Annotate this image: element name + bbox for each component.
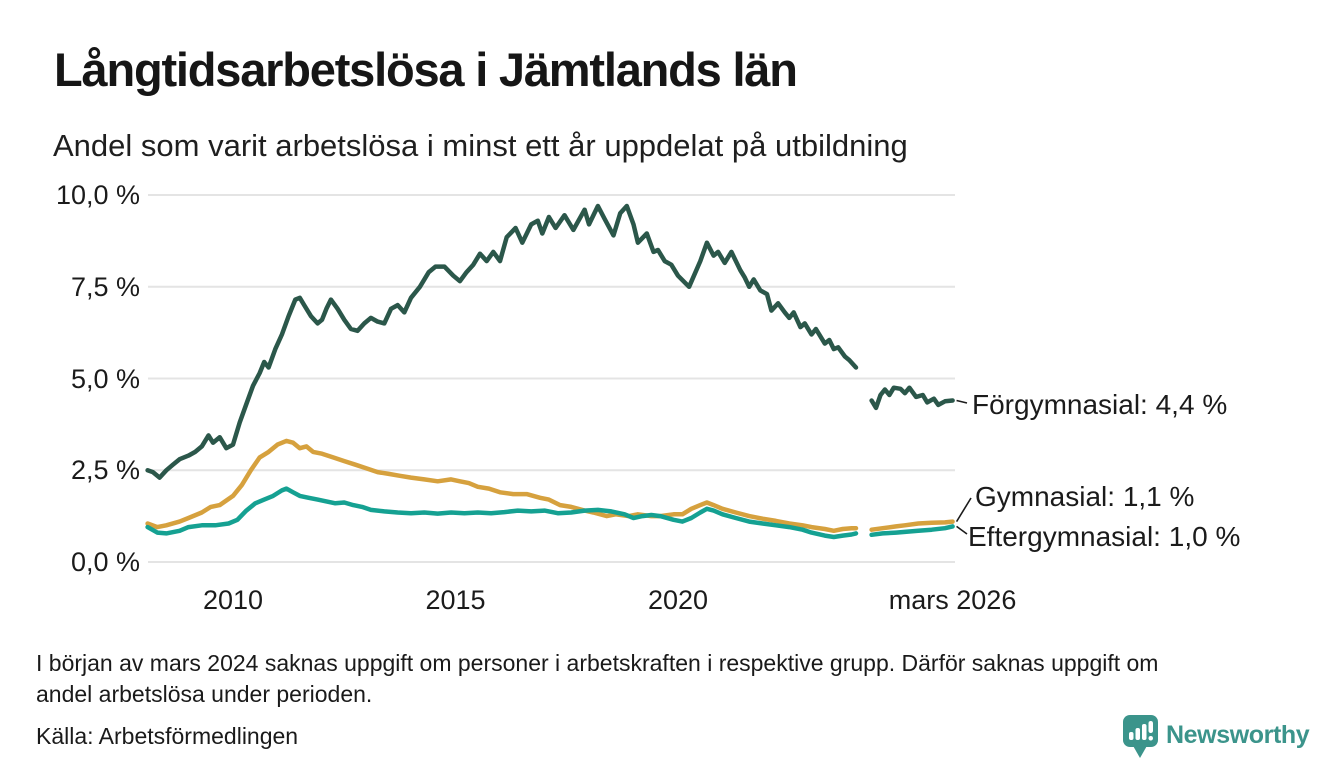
series-line-eftergymnasial [145, 486, 859, 540]
chart-title: Långtidsarbetslösa i Jämtlands län [54, 43, 798, 96]
y-axis-tick-label: 2,5 % [70, 455, 140, 486]
x-axis-tick-label: 2015 [425, 585, 486, 615]
y-axis-tick-label: 10,0 % [55, 180, 140, 210]
series-end-label-forgymnasial: Förgymnasial: 4,4 % [972, 389, 1228, 420]
y-axis-tick-label: 7,5 % [70, 271, 140, 302]
newsworthy-wordmark: Newsworthy [1166, 721, 1310, 749]
series-line-gymnasial [869, 519, 955, 532]
series-line-förgymnasial [145, 203, 859, 480]
label-connector [956, 525, 968, 535]
newsworthy-logo-icon [1123, 715, 1158, 758]
series-end-label-gymnasial: Gymnasial: 1,1 % [975, 481, 1195, 512]
x-axis-tick-label: 2020 [647, 585, 709, 615]
label-connector [956, 399, 968, 404]
y-axis-tick-label: 0,0 % [70, 547, 140, 577]
label-connector [955, 497, 972, 523]
y-axis-tick-label: 5,0 % [70, 363, 140, 394]
newsworthy-logo: Newsworthy [1122, 712, 1332, 764]
series-line-gymnasial [145, 438, 859, 534]
x-axis-tick-label: mars 2026 [888, 585, 1017, 615]
source-note: Källa: Arbetsförmedlingen [36, 723, 299, 749]
footnote: I början av mars 2024 saknas uppgift om … [36, 648, 1298, 710]
series-line-eftergymnasial [869, 524, 955, 538]
series-end-label-eftergymnasial: Eftergymnasial: 1,0 % [968, 521, 1241, 552]
footnote-line-2: andel arbetslösa under perioden. [36, 681, 373, 707]
x-axis-tick-label: 2010 [202, 585, 264, 615]
series-line-förgymnasial [869, 385, 955, 411]
footnote-line-1: I början av mars 2024 saknas uppgift om … [36, 650, 1159, 676]
chart-subtitle: Andel som varit arbetslösa i minst ett å… [53, 128, 908, 163]
